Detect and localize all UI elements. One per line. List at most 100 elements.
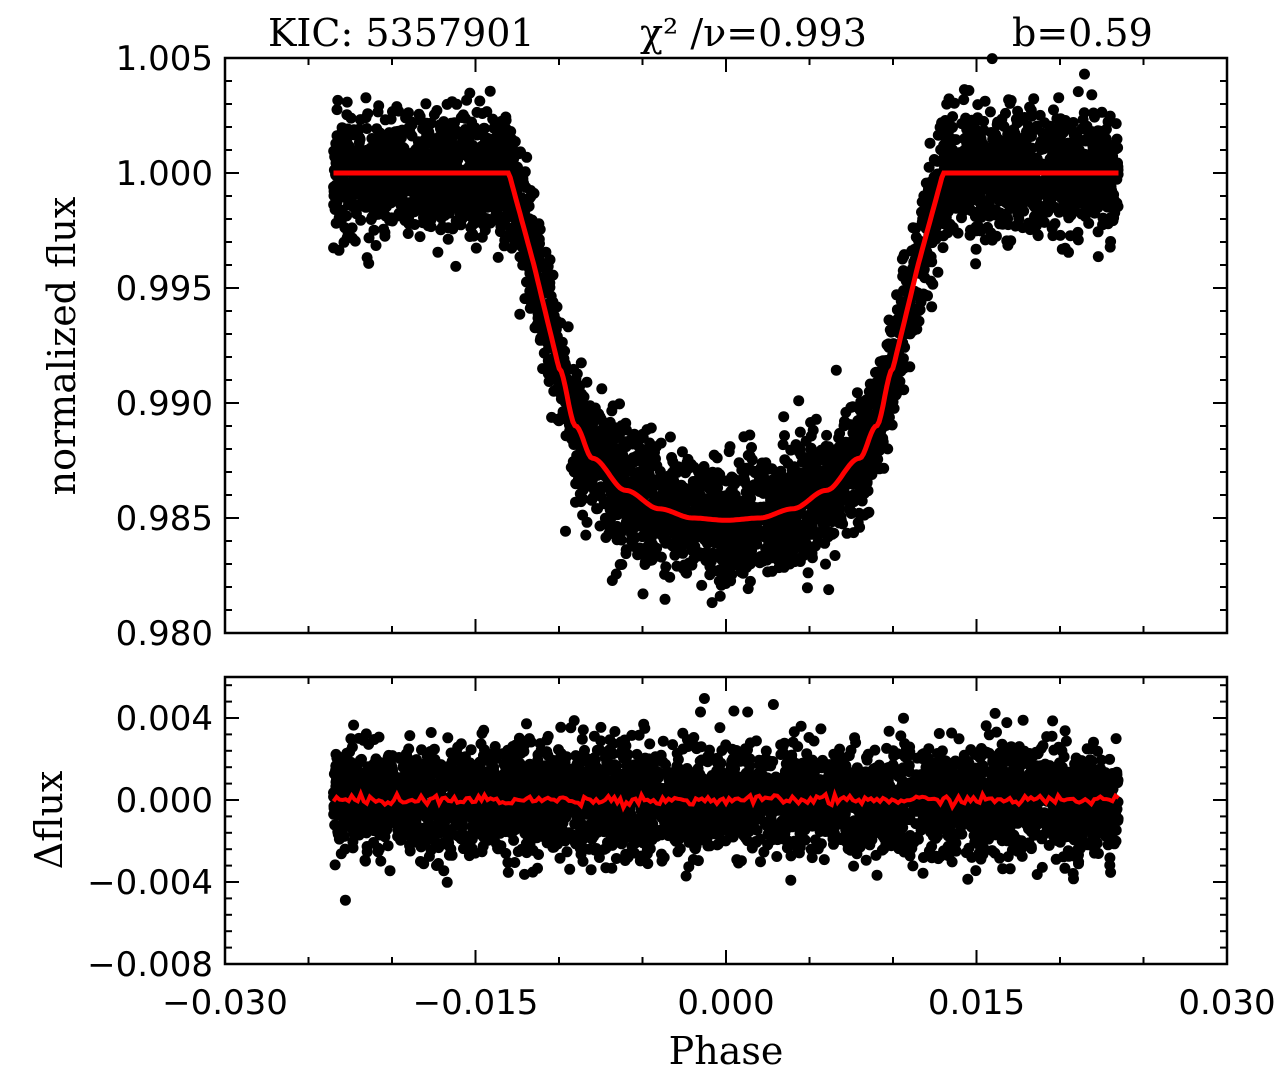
flux-point — [753, 469, 764, 481]
flux-point — [744, 558, 756, 570]
flux-point — [836, 451, 848, 463]
flux-point — [667, 456, 679, 468]
flux-point — [900, 275, 912, 287]
flux-point — [408, 206, 420, 218]
chart-title: KIC: 5357901 χ² /ν=0.993 b=0.59 — [268, 11, 1153, 55]
residual-point — [849, 732, 861, 744]
flux-point — [1063, 205, 1075, 217]
flux-point — [489, 179, 501, 191]
flux-point — [714, 590, 726, 602]
flux-point — [1073, 193, 1085, 205]
flux-point — [1048, 104, 1059, 116]
flux-point — [403, 218, 415, 230]
flux-point — [345, 191, 357, 203]
flux-point — [659, 514, 671, 526]
flux-point — [1002, 239, 1014, 251]
title-chi2: χ² /ν=0.993 — [640, 11, 867, 55]
flux-point — [738, 431, 750, 443]
flux-point — [402, 228, 414, 239]
flux-point — [651, 522, 663, 534]
flux-point — [942, 227, 954, 239]
flux-point — [784, 553, 796, 564]
residual-point — [917, 867, 929, 879]
flux-point — [1095, 145, 1107, 157]
flux-point — [420, 98, 432, 110]
flux-point — [328, 185, 340, 197]
flux-point — [858, 509, 870, 521]
flux-point — [361, 123, 373, 134]
flux-point — [520, 182, 532, 193]
flux-point — [419, 182, 431, 194]
flux-point — [1079, 122, 1091, 134]
flux-point — [346, 232, 358, 244]
flux-point — [591, 503, 603, 515]
flux-point — [997, 174, 1009, 186]
flux-point — [1080, 155, 1092, 167]
flux-point — [941, 98, 953, 110]
flux-point — [965, 205, 977, 217]
flux-point — [823, 513, 835, 525]
flux-point — [1062, 123, 1074, 135]
flux-point — [524, 192, 536, 204]
residual-point — [329, 859, 341, 871]
flux-point — [670, 488, 682, 500]
flux-point — [791, 541, 803, 553]
flux-point — [837, 495, 849, 506]
flux-point — [1024, 101, 1036, 113]
flux-point — [641, 548, 653, 560]
flux-point — [1071, 229, 1083, 241]
flux-point — [1030, 180, 1042, 192]
title-kic: KIC: 5357901 — [268, 11, 535, 55]
flux-point — [767, 473, 779, 485]
flux-point — [683, 484, 695, 496]
flux-point — [492, 127, 504, 139]
flux-point — [1035, 135, 1047, 147]
flux-point — [838, 420, 850, 432]
flux-point — [365, 174, 377, 186]
flux-point — [705, 553, 717, 565]
flux-point — [820, 558, 831, 570]
flux-point — [524, 302, 536, 314]
flux-point — [360, 92, 372, 104]
flux-point — [953, 193, 965, 205]
flux-point — [663, 478, 674, 490]
flux-point — [443, 182, 455, 193]
flux-point — [870, 377, 882, 389]
flux-point — [821, 429, 833, 441]
flux-point — [421, 158, 433, 170]
flux-point — [660, 561, 672, 573]
flux-point — [767, 498, 779, 510]
flux-point — [937, 218, 949, 230]
flux-point — [970, 243, 982, 255]
flux-point — [374, 188, 386, 200]
flux-point — [845, 401, 857, 413]
residual-point — [818, 854, 830, 866]
flux-point — [568, 466, 580, 478]
flux-point — [370, 240, 382, 251]
flux-point — [1059, 158, 1071, 170]
flux-point — [854, 424, 866, 436]
flux-point — [492, 251, 504, 263]
flux-point — [467, 155, 479, 166]
flux-point — [444, 133, 455, 145]
flux-point — [802, 567, 814, 579]
residual-point — [680, 870, 692, 882]
flux-point — [680, 460, 692, 472]
flux-point — [801, 582, 813, 594]
flux-point — [527, 289, 539, 301]
flux-point — [741, 479, 753, 491]
flux-point — [433, 200, 444, 212]
flux-point — [949, 179, 961, 191]
flux-point — [676, 446, 688, 458]
flux-point — [497, 115, 508, 127]
flux-point — [861, 476, 873, 488]
flux-point — [1034, 200, 1046, 212]
flux-point — [651, 475, 662, 487]
flux-point — [468, 230, 480, 242]
flux-point — [546, 301, 558, 313]
flux-point — [577, 509, 589, 521]
flux-point — [423, 137, 435, 149]
flux-point — [379, 114, 391, 126]
